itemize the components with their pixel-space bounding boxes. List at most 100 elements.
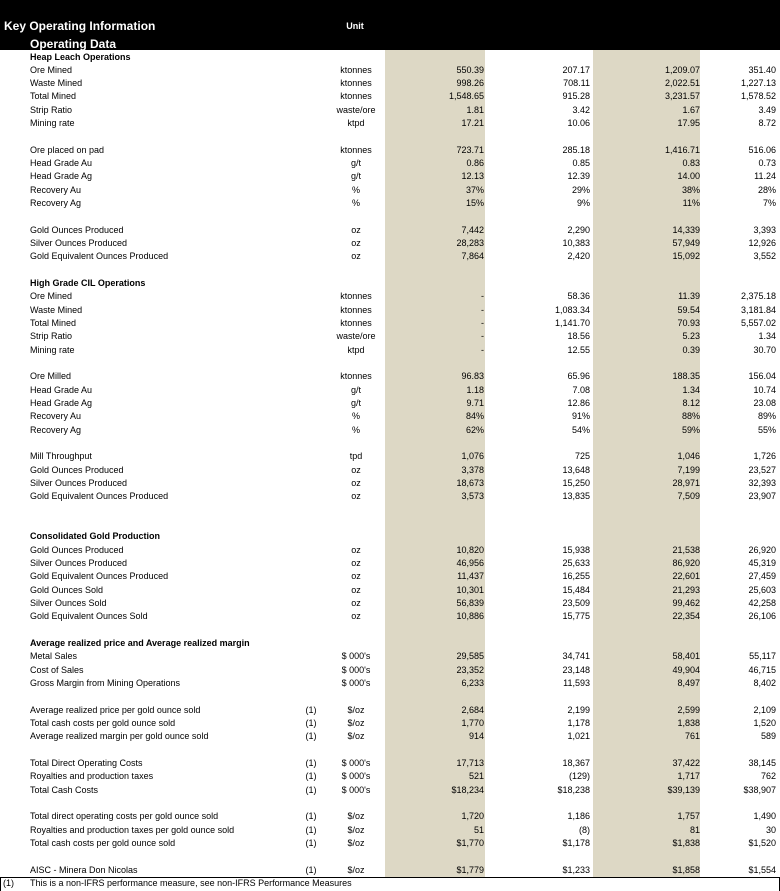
value-cell: 1,490 xyxy=(753,811,776,822)
value-cell: 8.12 xyxy=(682,398,700,409)
value-cell: $1,520 xyxy=(748,837,776,848)
value-cell: 55% xyxy=(757,424,776,435)
row-label: Total direct operating costs per gold ou… xyxy=(30,811,219,822)
row-label: Head Grade Au xyxy=(30,384,93,395)
unit: $ 000's xyxy=(341,771,371,782)
value-cell: 25,633 xyxy=(562,558,590,569)
value-cell: 28% xyxy=(757,184,776,195)
value-cell: 188.35 xyxy=(672,371,700,382)
row-label: Waste Mined xyxy=(30,78,83,89)
row-label: Gold Ounces Produced xyxy=(30,544,124,555)
value-cell: 1,083.34 xyxy=(554,304,590,315)
unit: $/oz xyxy=(347,704,365,715)
note-ref: (1) xyxy=(305,704,317,715)
row-label: Ore Mined xyxy=(30,291,73,302)
value-cell: $38,907 xyxy=(743,784,776,795)
value-cell: 7% xyxy=(762,198,776,209)
value-cell: 99,462 xyxy=(672,598,700,609)
value-cell: 23,148 xyxy=(562,664,590,675)
value-cell: 15,092 xyxy=(672,251,700,262)
value-cell: 1,076 xyxy=(461,451,484,462)
value-cell: 32,393 xyxy=(748,478,776,489)
value-cell: 207.17 xyxy=(562,64,590,75)
value-cell: 30.70 xyxy=(753,344,776,355)
value-cell: 29% xyxy=(571,184,590,195)
value-cell: 5.23 xyxy=(682,331,700,342)
value-cell: 2,290 xyxy=(567,224,590,235)
highlight-column xyxy=(385,50,485,877)
value-cell: 2,199 xyxy=(567,704,590,715)
unit: ktonnes xyxy=(340,304,372,315)
unit: g/t xyxy=(350,158,361,169)
value-cell: 46,715 xyxy=(748,664,776,675)
value-cell: 12.86 xyxy=(567,398,590,409)
unit: oz xyxy=(351,611,361,622)
row-label: Gold Ounces Sold xyxy=(30,584,104,595)
value-cell: 723.71 xyxy=(456,144,484,155)
row-label: Total Mined xyxy=(30,318,77,329)
value-cell: 38,145 xyxy=(748,757,776,768)
note-ref: (1) xyxy=(305,731,317,742)
value-cell: 351.40 xyxy=(748,64,776,75)
note-ref: (1) xyxy=(305,824,317,835)
unit: $/oz xyxy=(347,824,365,835)
value-cell: 55,117 xyxy=(749,651,776,662)
value-cell: 10.06 xyxy=(567,118,590,129)
section-title: Heap Leach Operations xyxy=(30,51,131,62)
note-ref: (1) xyxy=(305,718,317,728)
unit: $ 000's xyxy=(341,678,371,688)
unit-header: Unit xyxy=(346,21,364,31)
value-cell: 10,886 xyxy=(456,611,484,622)
value-cell: 57,949 xyxy=(672,238,700,249)
unit: oz xyxy=(351,544,361,555)
value-cell: 12.55 xyxy=(567,344,590,355)
value-cell: 58,401 xyxy=(672,651,700,662)
row-label: Head Grade Au xyxy=(30,158,93,169)
unit: % xyxy=(351,424,360,435)
value-cell: 59.54 xyxy=(677,304,700,315)
row-label: Average realized price per gold ounce so… xyxy=(30,704,201,715)
value-cell: 11.39 xyxy=(678,291,700,302)
value-cell: 1,757 xyxy=(677,811,700,822)
unit: g/t xyxy=(350,398,361,409)
unit: $/oz xyxy=(347,837,365,848)
unit: $/oz xyxy=(347,811,365,822)
unit: oz xyxy=(351,224,361,235)
row-label: Recovery Au xyxy=(30,184,82,195)
value-cell: 1,520 xyxy=(753,718,776,728)
value-cell: 0.39 xyxy=(682,344,700,355)
unit: $ 000's xyxy=(341,757,371,768)
value-cell: 1,186 xyxy=(567,811,590,822)
unit: $ 000's xyxy=(341,664,371,675)
value-cell: 14,339 xyxy=(672,224,700,235)
value-cell: 1,416.71 xyxy=(664,144,700,155)
value-cell: 26,106 xyxy=(748,611,776,622)
value-cell: 7,442 xyxy=(461,224,484,235)
value-cell: 1,141.70 xyxy=(554,318,590,329)
value-cell: 1,227.13 xyxy=(740,78,776,89)
value-cell: $18,238 xyxy=(557,784,590,795)
value-cell: 18,367 xyxy=(562,757,590,768)
row-label: Gross Margin from Mining Operations xyxy=(30,678,181,688)
value-cell: 56,839 xyxy=(456,598,484,609)
unit: $/oz xyxy=(347,718,365,728)
row-label: Gold Equivalent Ounces Produced xyxy=(30,571,169,582)
value-cell: 17.95 xyxy=(677,118,700,129)
value-cell: 59% xyxy=(681,424,700,435)
value-cell: 9.71 xyxy=(466,398,484,409)
value-cell: 1.67 xyxy=(682,104,700,115)
row-label: Strip Ratio xyxy=(30,104,73,115)
value-cell: 54% xyxy=(571,424,590,435)
value-cell: 26,920 xyxy=(748,544,776,555)
value-cell: 3,378 xyxy=(461,464,484,475)
value-cell: 15,775 xyxy=(562,611,590,622)
row-label: Mill Throughput xyxy=(30,451,92,462)
row-label: Royalties and production taxes xyxy=(30,771,154,782)
unit: $ 000's xyxy=(341,651,371,662)
value-cell: (129) xyxy=(568,771,590,782)
unit: g/t xyxy=(350,171,361,182)
value-cell: 2,420 xyxy=(567,251,590,262)
value-cell: 17,713 xyxy=(456,757,484,768)
value-cell: (8) xyxy=(579,824,590,835)
